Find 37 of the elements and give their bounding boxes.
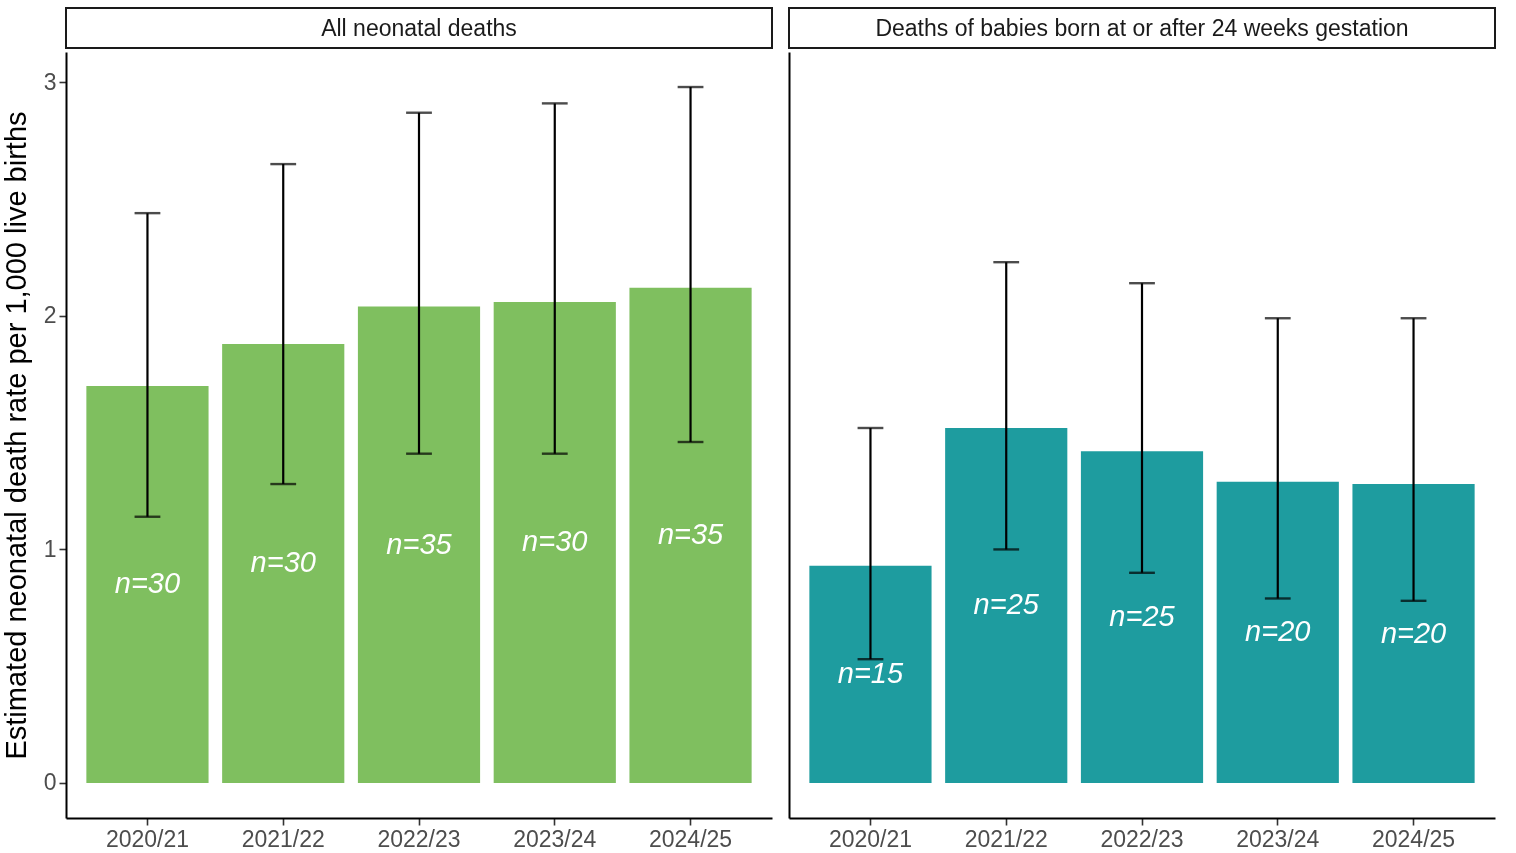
y-axis-title: Estimated neonatal death rate per 1,000 live births xyxy=(0,111,32,760)
annotation: n=35 xyxy=(386,527,453,560)
chart-title: Deaths of babies born at or after 24 weeks gestation xyxy=(875,15,1409,41)
bar xyxy=(629,287,752,783)
bar xyxy=(1352,484,1475,783)
y-tick-label: 3 xyxy=(43,68,57,95)
annotation: n=20 xyxy=(1380,616,1447,649)
bar xyxy=(222,343,345,783)
annotation: n=20 xyxy=(1245,615,1311,648)
y-tick-label: 0 xyxy=(43,769,57,796)
y-tick-label: 2 xyxy=(43,302,57,329)
x-tick-label: 2020/21 xyxy=(828,825,913,852)
x-tick-label: 2023/24 xyxy=(1236,825,1320,852)
x-tick-label: 2021/22 xyxy=(241,825,325,852)
annotation: n=35 xyxy=(657,518,725,551)
y-tick-label: 1 xyxy=(43,535,57,562)
x-tick-label: 2022/23 xyxy=(377,825,461,852)
annotation: n=30 xyxy=(114,567,181,600)
x-tick-label: 2021/22 xyxy=(964,825,1048,852)
x-tick-label: 2024/25 xyxy=(648,825,733,852)
bar xyxy=(1216,481,1339,783)
chart-title: All neonatal deaths xyxy=(321,15,517,41)
x-tick-label: 2020/21 xyxy=(105,825,190,852)
bar xyxy=(357,306,481,783)
annotation: n=30 xyxy=(522,525,588,558)
bar xyxy=(945,427,1068,783)
bar xyxy=(86,385,209,783)
bar xyxy=(1080,451,1204,783)
x-tick-label: 2022/23 xyxy=(1100,825,1184,852)
annotation: n=30 xyxy=(250,546,316,579)
annotation: n=25 xyxy=(973,588,1040,621)
bar xyxy=(493,301,616,783)
bar xyxy=(809,565,932,783)
annotation: n=25 xyxy=(1109,600,1176,633)
x-tick-label: 2024/25 xyxy=(1371,825,1456,852)
x-tick-label: 2023/24 xyxy=(513,825,597,852)
annotation: n=15 xyxy=(837,657,904,690)
